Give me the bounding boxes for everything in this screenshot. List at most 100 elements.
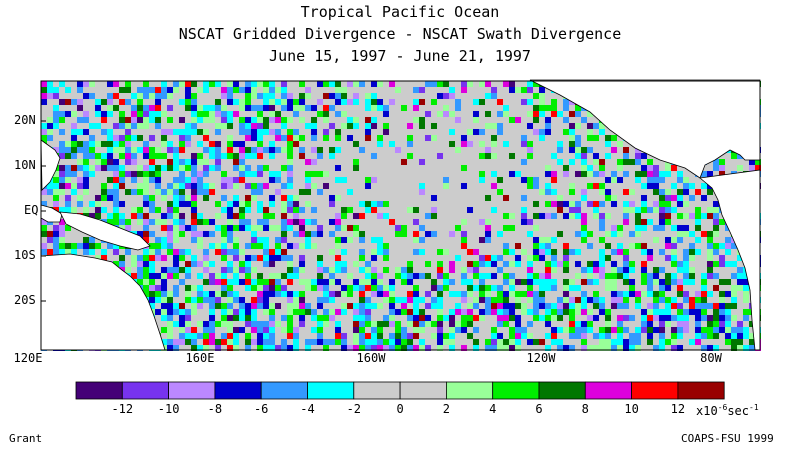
field-cell [629,339,635,345]
field-cell [497,129,503,135]
field-cell [665,279,671,285]
field-cell [161,339,167,345]
field-cell [509,327,515,333]
field-cell [215,81,221,87]
field-cell [503,321,509,327]
field-cell [221,273,227,279]
field-cell [653,315,659,321]
field-cell [431,303,437,309]
field-cell [653,291,659,297]
field-cell [641,201,647,207]
field-cell [329,153,335,159]
field-cell [485,225,491,231]
field-cell [329,201,335,207]
field-cell [299,321,305,327]
field-cell [149,243,155,249]
field-cell [173,81,179,87]
field-cell [437,345,443,351]
field-cell [359,297,365,303]
field-cell [257,93,263,99]
field-cell [341,333,347,339]
field-cell [149,249,155,255]
field-cell [161,225,167,231]
field-cell [227,177,233,183]
field-cell [71,207,77,213]
field-cell [239,303,245,309]
field-cell [737,345,743,351]
field-cell [725,327,731,333]
field-cell [365,321,371,327]
field-cell [653,327,659,333]
field-cell [527,231,533,237]
field-cell [413,345,419,351]
field-cell [251,135,257,141]
field-cell [359,315,365,321]
field-cell [191,237,197,243]
field-cell [623,153,629,159]
field-cell [245,219,251,225]
field-cell [299,279,305,285]
field-cell [239,165,245,171]
field-cell [641,261,647,267]
field-cell [641,249,647,255]
field-cell [605,339,611,345]
field-cell [113,147,119,153]
field-cell [587,279,593,285]
field-cell [725,315,731,321]
field-cell [221,339,227,345]
field-cell [185,81,191,87]
field-cell [455,327,461,333]
field-cell [203,231,209,237]
field-cell [275,249,281,255]
field-cell [587,111,593,117]
field-cell [413,315,419,321]
field-cell [149,117,155,123]
field-cell [209,243,215,249]
field-cell [239,213,245,219]
field-cell [581,147,587,153]
field-cell [677,345,683,351]
field-cell [89,147,95,153]
field-cell [335,261,341,267]
field-cell [629,261,635,267]
field-cell [647,183,653,189]
field-cell [635,207,641,213]
field-cell [611,261,617,267]
field-cell [671,315,677,321]
field-cell [725,333,731,339]
field-cell [191,201,197,207]
field-cell [161,165,167,171]
field-cell [419,189,425,195]
field-cell [47,189,53,195]
field-cell [143,231,149,237]
field-cell [689,213,695,219]
field-cell [737,279,743,285]
field-cell [257,153,263,159]
field-cell [143,93,149,99]
field-cell [131,159,137,165]
field-cell [527,183,533,189]
field-cell [215,141,221,147]
field-cell [251,171,257,177]
field-cell [221,303,227,309]
field-cell [335,339,341,345]
field-cell [335,243,341,249]
field-cell [107,195,113,201]
field-cell [257,333,263,339]
field-cell [713,243,719,249]
field-cell [437,327,443,333]
field-cell [143,225,149,231]
field-cell [113,261,119,267]
field-cell [623,345,629,351]
field-cell [353,225,359,231]
field-cell [563,255,569,261]
field-cell [533,297,539,303]
field-cell [389,309,395,315]
field-cell [353,93,359,99]
field-cell [515,117,521,123]
field-cell [227,141,233,147]
field-cell [401,273,407,279]
field-cell [617,165,623,171]
field-cell [545,309,551,315]
field-cell [335,147,341,153]
